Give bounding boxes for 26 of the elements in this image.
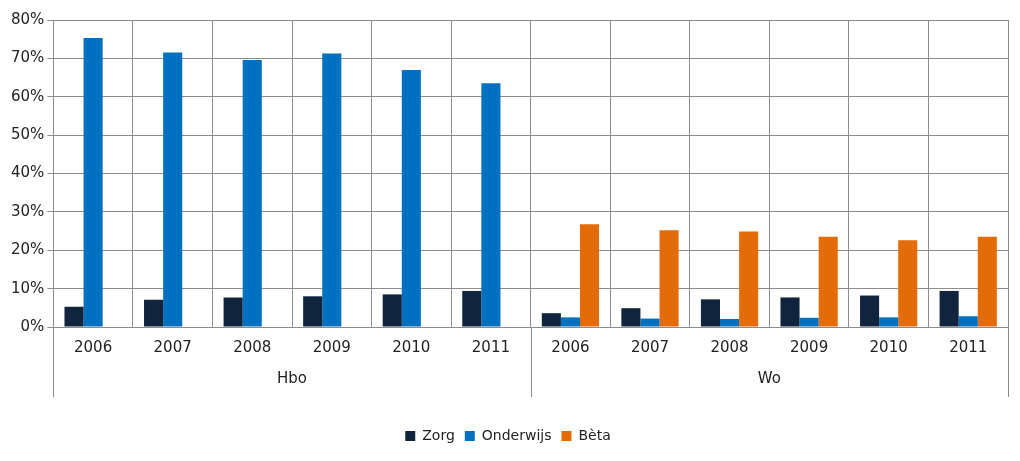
x-tick-label: 2009 xyxy=(790,337,829,356)
x-tick-label: 2010 xyxy=(392,337,431,356)
x-tick-label: 2008 xyxy=(710,337,749,356)
y-tick-label: 10% xyxy=(11,278,45,297)
y-tick-label: 20% xyxy=(11,240,45,259)
y-tick-label: 0% xyxy=(20,316,45,335)
x-tick-label: 2008 xyxy=(233,337,272,356)
legend-label: Bèta xyxy=(578,426,611,443)
legend-label: Onderwijs xyxy=(481,426,552,443)
x-tick-label: 2006 xyxy=(74,337,113,356)
x-tick-label: 2009 xyxy=(312,337,351,356)
x-tick-label: 2011 xyxy=(949,337,988,356)
x-tick-label: 2006 xyxy=(551,337,590,356)
x-tick-label: 2007 xyxy=(630,337,670,356)
text: Wo xyxy=(757,368,781,387)
y-tick-label: 40% xyxy=(11,163,45,182)
legend-label: Zorg xyxy=(422,426,455,443)
y-tick-label: 60% xyxy=(11,86,45,105)
x-tick-label: 2010 xyxy=(869,337,908,356)
x-tick-label: 2007 xyxy=(153,337,192,356)
x-tick-label: 2011 xyxy=(471,337,510,356)
y-tick-label: 80% xyxy=(11,9,45,28)
y-tick-label: 30% xyxy=(11,201,45,220)
y-tick-label: 70% xyxy=(11,48,45,67)
y-tick-label: 50% xyxy=(11,125,45,144)
text: Hbo xyxy=(277,368,307,387)
